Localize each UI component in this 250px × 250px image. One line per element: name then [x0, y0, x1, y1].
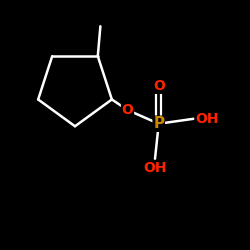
Text: P: P: [153, 116, 164, 131]
Text: OH: OH: [195, 112, 218, 126]
Text: O: O: [153, 79, 165, 93]
Text: OH: OH: [143, 161, 167, 175]
Text: O: O: [122, 103, 134, 117]
